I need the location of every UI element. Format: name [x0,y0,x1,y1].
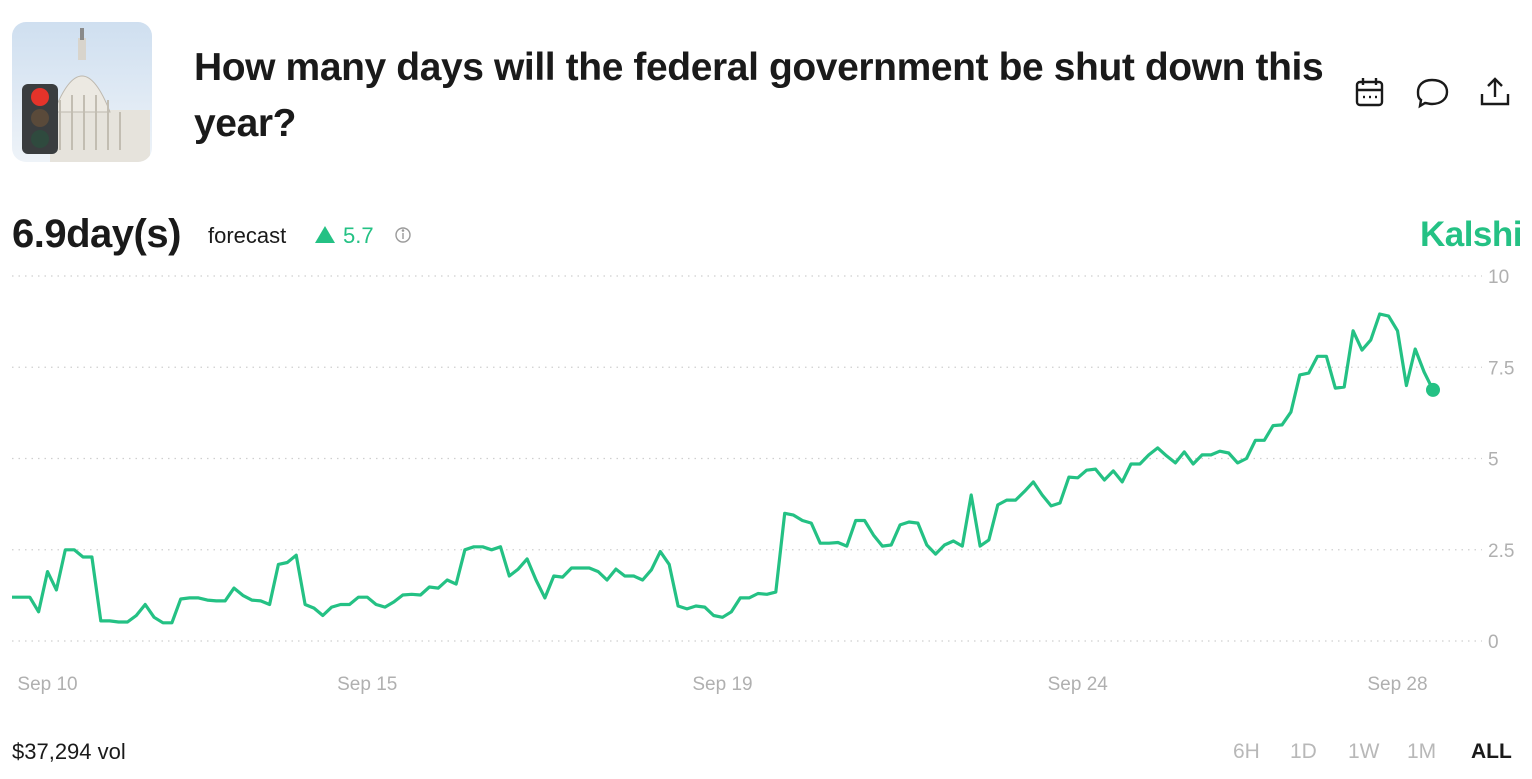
range-button[interactable]: 6H [1233,740,1260,763]
market-image [12,22,152,162]
range-button[interactable]: 1W [1348,740,1380,763]
x-tick-label: Sep 15 [337,674,397,695]
info-icon[interactable] [395,227,411,243]
range-button[interactable]: ALL [1471,740,1512,763]
y-tick-label: 7.5 [1488,358,1514,379]
range-button[interactable]: 1D [1290,740,1317,763]
price-line [12,312,1435,625]
change-up-arrow [315,226,335,243]
y-tick-label: 5 [1488,450,1499,471]
brand-logo[interactable]: Kalshi [1419,215,1523,254]
market-title: How many days will the federal governmen… [194,46,1324,145]
x-tick-label: Sep 19 [692,674,752,695]
x-tick-label: Sep 24 [1048,674,1109,695]
volume: $37,294 vol [12,739,126,764]
comment-icon[interactable] [1416,78,1449,109]
last-point [1426,382,1440,397]
y-tick-label: 2.5 [1488,541,1514,562]
share-icon[interactable] [1480,77,1510,106]
forecast-value: 6.9day(s) [12,212,181,256]
range-button[interactable]: 1M [1407,740,1437,763]
forecast-label: forecast [208,223,287,248]
y-tick-label: 0 [1488,632,1499,653]
calendar-icon[interactable] [1355,78,1384,107]
x-tick-label: Sep 10 [17,674,77,695]
y-tick-label: 10 [1488,267,1509,288]
x-tick-label: Sep 28 [1367,674,1427,695]
forecast-change: 5.7 [343,223,374,248]
